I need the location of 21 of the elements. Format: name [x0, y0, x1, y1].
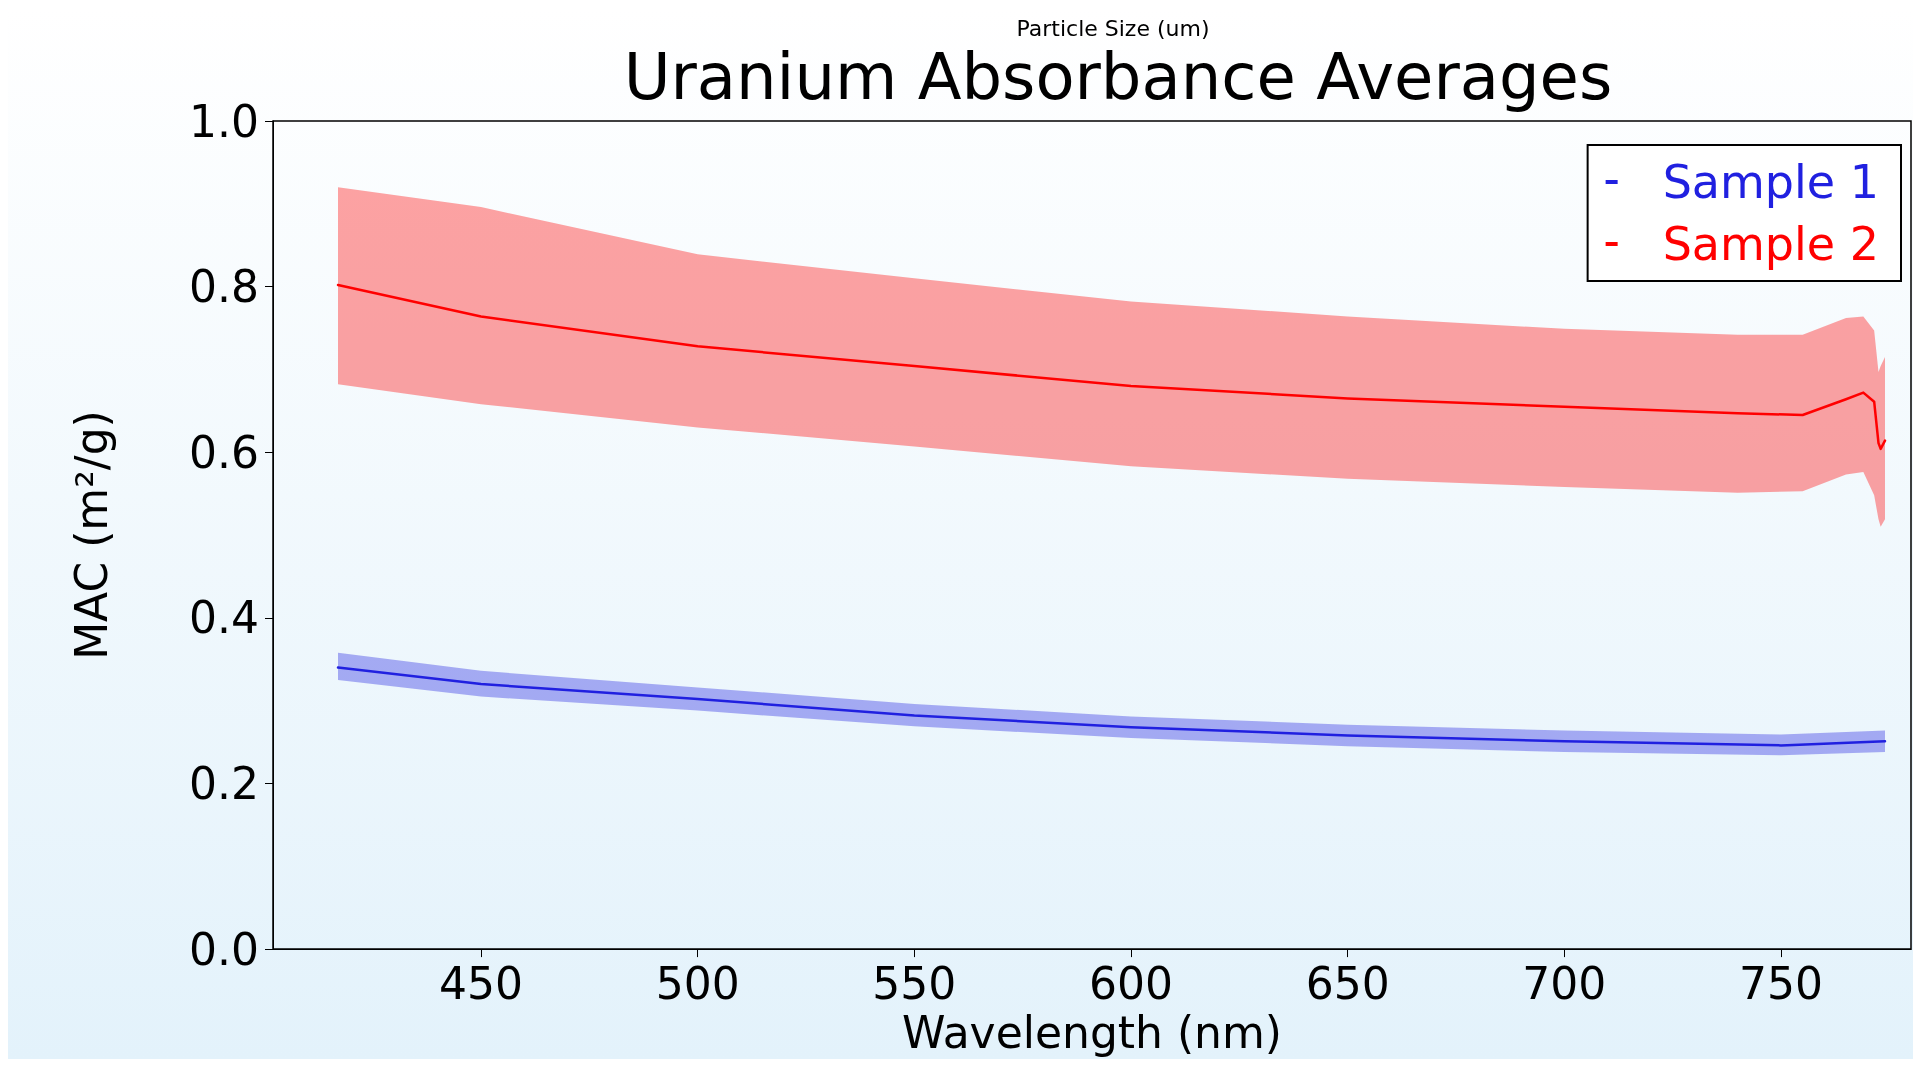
line-series — [336, 283, 1887, 451]
x-tick-label: 450 — [439, 957, 523, 1009]
legend-label: Sample 2 — [1662, 217, 1880, 271]
y-tick-label: 0.4 — [189, 592, 259, 644]
y-tick-label: 0.6 — [189, 426, 259, 478]
x-tick-label: 700 — [1522, 957, 1607, 1009]
text: Particle Size (um) — [1016, 15, 1210, 41]
x-axis-title: Wavelength (nm) — [901, 1006, 1283, 1058]
legend-label: Sample 1 — [1662, 155, 1880, 209]
x-tick-label: 550 — [872, 957, 957, 1009]
y-tick-label: 0.2 — [189, 757, 259, 809]
x-tick-label: 650 — [1305, 957, 1390, 1009]
line-series — [336, 666, 1887, 747]
y-axis-title: MAC (m²/g) — [65, 410, 117, 660]
chart-title: Uranium Absorbance Averages — [623, 40, 1613, 114]
x-tick-label: 750 — [1739, 957, 1823, 1009]
y-tick-label: 0.8 — [189, 261, 259, 313]
y-tick-label: 1.0 — [189, 95, 259, 147]
x-tick-label: 600 — [1089, 957, 1173, 1009]
x-tick-label: 500 — [655, 957, 740, 1009]
y-tick-label: 0.0 — [189, 923, 259, 975]
